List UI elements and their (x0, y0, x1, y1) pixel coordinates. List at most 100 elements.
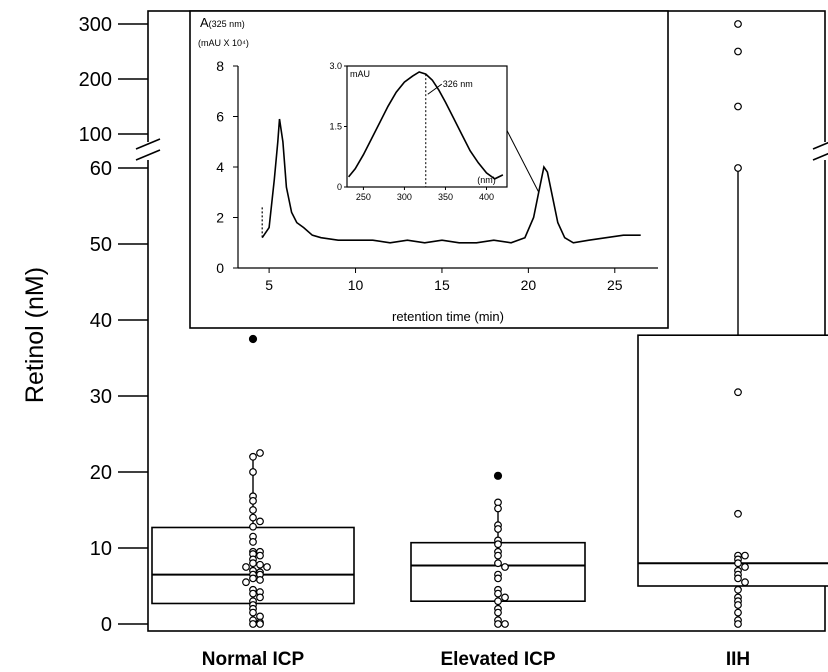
inset-x-tick-label: 20 (521, 277, 537, 293)
data-point (741, 578, 749, 587)
spectrum-frame (346, 65, 508, 188)
data-point (249, 559, 257, 568)
spectrum-x-axis-label: (nm) (477, 175, 496, 185)
axis-break-mark (135, 138, 161, 150)
y-tick-label: 60 (90, 158, 112, 180)
outlier-point (248, 334, 258, 344)
spectrum-x-tick-label: 250 (356, 192, 371, 202)
data-point (494, 559, 502, 568)
data-point (734, 559, 742, 568)
data-point (256, 560, 264, 569)
box-iqr (637, 334, 828, 587)
y-tick-label: 100 (79, 124, 112, 146)
data-point (734, 164, 742, 172)
data-point (249, 620, 257, 628)
data-point (249, 452, 257, 461)
data-point (734, 509, 742, 518)
inset-x-tick-label: 10 (348, 277, 364, 293)
inset-x-tick-label: 15 (434, 277, 450, 293)
inset-y-label-main: A (200, 15, 209, 30)
inset-x-tick-label: 25 (607, 277, 623, 293)
inset-x-tick-label: 5 (265, 277, 273, 293)
data-point (734, 20, 742, 28)
y-axis-label: Retinol (nM) (21, 267, 49, 403)
data-point (734, 47, 742, 56)
y-tick-label: 0 (101, 614, 112, 636)
y-tick-label: 300 (79, 14, 112, 36)
inset-y-axis-units: (mAU X 10⁴) (198, 38, 249, 48)
data-point (494, 574, 502, 583)
data-point (494, 504, 502, 513)
peak-annotation: 326 nm (443, 79, 473, 89)
data-point (734, 388, 742, 397)
data-point (249, 496, 257, 505)
spectrum-y-tick-label: 1.5 (329, 122, 342, 132)
data-point (249, 506, 257, 514)
data-point (256, 551, 264, 560)
inset-y-tick-label: 6 (216, 109, 224, 125)
data-point (242, 578, 250, 587)
chromatogram-trace (261, 118, 641, 244)
data-point (741, 563, 749, 571)
data-point (256, 449, 264, 457)
y-tick-label: 40 (90, 310, 112, 332)
data-point (741, 551, 749, 560)
y-tick-label: 200 (79, 69, 112, 91)
data-point (249, 574, 257, 583)
data-point (242, 563, 250, 571)
spectrum-x-tick-label: 400 (479, 192, 494, 202)
x-category-label: IIH (726, 649, 750, 670)
spectrum-y-tick-label: 3.0 (329, 61, 342, 71)
data-point (249, 522, 257, 531)
data-point (501, 620, 509, 628)
spectrum-x-tick-label: 350 (438, 192, 453, 202)
data-point (734, 574, 742, 583)
outlier-point (493, 471, 503, 480)
data-point (494, 597, 502, 606)
axis-break-mark (812, 152, 828, 161)
data-point (734, 102, 742, 111)
data-point (256, 576, 264, 584)
data-point (256, 593, 264, 602)
data-point (734, 620, 742, 628)
data-point (494, 608, 502, 617)
spectrum-connector (506, 130, 540, 193)
spectrum-x-tick-label: 300 (397, 192, 412, 202)
inset-y-tick-label: 8 (216, 58, 224, 74)
x-category-label: Elevated ICP (440, 649, 555, 670)
spectrum-y-axis-label: mAU (350, 69, 370, 79)
data-point (249, 468, 257, 476)
data-point (734, 585, 742, 594)
data-point (494, 589, 502, 598)
data-point (494, 525, 502, 533)
data-point (249, 589, 257, 598)
axis-break-mark (812, 141, 828, 150)
data-point (501, 593, 509, 602)
annotation-leader (427, 83, 443, 95)
data-point (734, 608, 742, 617)
data-point (494, 540, 502, 549)
spectrum-y-tick-label: 0 (337, 182, 342, 192)
inset-x-axis-label: retention time (min) (392, 309, 504, 324)
inset-y-label-sub: (325 nm) (209, 19, 245, 29)
x-category-label: Normal ICP (202, 649, 305, 670)
inset-y-axis-label: A(325 nm) (200, 15, 245, 30)
data-point (501, 563, 509, 571)
inset-y-tick-label: 4 (216, 159, 224, 175)
data-point (249, 538, 257, 546)
y-tick-label: 10 (90, 538, 112, 560)
data-point (256, 517, 264, 526)
inset-y-tick-label: 2 (216, 210, 224, 226)
y-tick-label: 50 (90, 234, 112, 256)
y-tick-label: 20 (90, 462, 112, 484)
data-point (256, 620, 264, 628)
data-point (249, 608, 257, 617)
data-point (494, 551, 502, 560)
data-point (494, 620, 502, 628)
data-point (734, 601, 742, 609)
data-point (263, 563, 271, 571)
inset-y-tick-label: 0 (216, 260, 224, 276)
data-point (249, 513, 257, 522)
axis-break-mark (135, 149, 161, 161)
